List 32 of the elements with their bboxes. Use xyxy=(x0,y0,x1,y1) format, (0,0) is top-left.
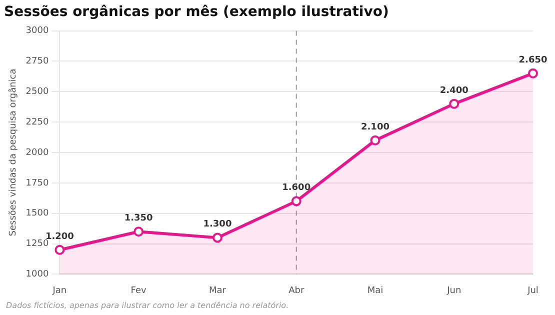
data-label: 1.600 xyxy=(282,183,311,194)
y-tick-label: 2250 xyxy=(26,117,49,128)
y-tick-label: 2000 xyxy=(26,148,49,158)
data-label: 1.300 xyxy=(203,220,232,230)
point xyxy=(54,244,65,255)
x-tick-label: Jan xyxy=(52,286,67,296)
y-tick-label: 1000 xyxy=(26,270,49,280)
y-tick-label: 3000 xyxy=(26,26,49,36)
point xyxy=(291,196,302,206)
y-axis-title: Sessões vindas da pesquisa orgânica xyxy=(8,68,19,236)
y-tick-label: 2750 xyxy=(26,56,49,67)
point xyxy=(370,135,380,146)
x-tick-label: Jun xyxy=(446,286,462,296)
data-label: 2.100 xyxy=(361,122,390,132)
x-tick-label: Jul xyxy=(526,286,538,296)
y-tick-label: 2500 xyxy=(26,86,49,97)
point xyxy=(528,68,538,78)
point xyxy=(449,98,460,109)
y-tick-label: 1750 xyxy=(26,178,49,188)
x-tick-label: Mar xyxy=(208,286,226,296)
point xyxy=(212,232,222,243)
y-tick-label: 1500 xyxy=(26,208,49,219)
point xyxy=(134,226,144,237)
data-label: 1.350 xyxy=(124,214,153,224)
x-tick-label: Abr xyxy=(288,286,304,296)
chart-title: Sessões orgânicas por mês (exemplo ilustrativo) xyxy=(4,4,389,20)
data-label: 2.400 xyxy=(440,86,468,96)
y-tick-label: 1250 xyxy=(26,239,49,250)
text: Dados fictícios, apenas para ilustrar como ler a tendência no relatório. xyxy=(6,301,289,310)
x-tick-label: Fev xyxy=(130,286,148,296)
x-tick-label: Mai xyxy=(367,286,384,296)
data-label: 2.650 xyxy=(518,55,548,66)
